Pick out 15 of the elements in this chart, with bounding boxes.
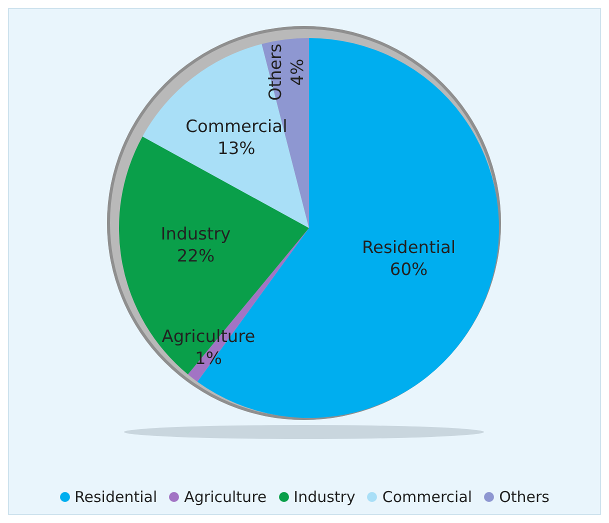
- data-label: 13%: [218, 138, 256, 159]
- legend-label: Agriculture: [184, 488, 267, 506]
- legend-label: Commercial: [382, 488, 472, 506]
- slice-label: Residential: [362, 238, 456, 258]
- data-label: 22%: [176, 246, 215, 267]
- slice-label: Industry: [160, 224, 231, 245]
- legend-label: Industry: [294, 488, 356, 506]
- pie-slice: [119, 136, 309, 374]
- data-label: 4%: [288, 58, 308, 86]
- slice-label: Others: [266, 44, 286, 101]
- data-label: 60%: [390, 260, 428, 280]
- legend-label: Others: [499, 488, 550, 506]
- pie-slice: [142, 44, 309, 228]
- legend-label: Residential: [74, 488, 158, 506]
- slice-label: Commercial: [186, 116, 288, 137]
